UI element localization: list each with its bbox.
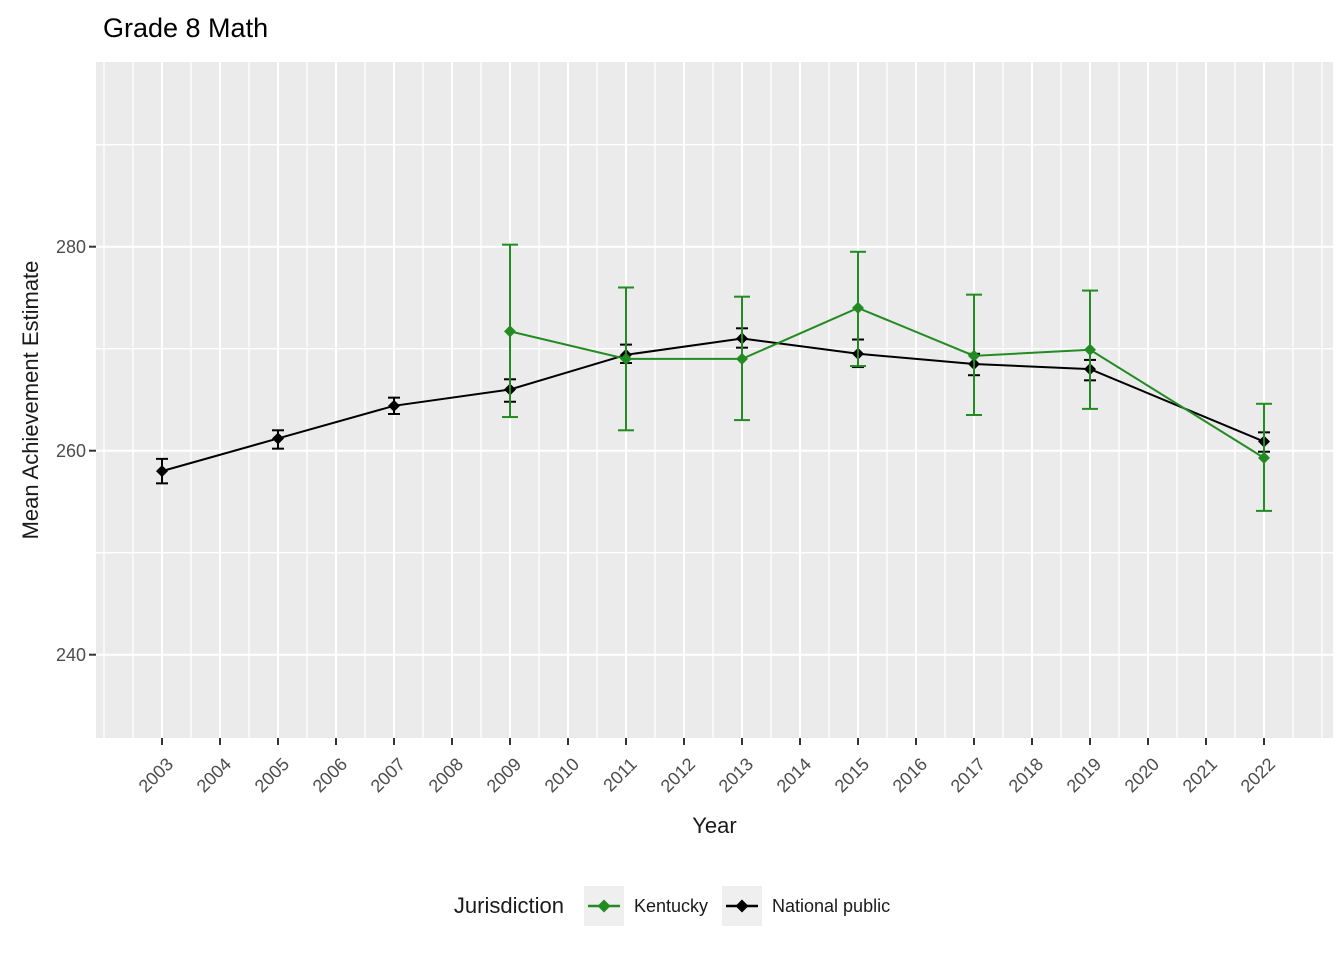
legend: Jurisdiction Kentucky National public <box>0 884 1344 928</box>
data-point-kentucky <box>852 301 864 314</box>
chart-title: Grade 8 Math <box>103 13 269 43</box>
data-point-national-public <box>272 432 284 445</box>
legend-key-point <box>735 899 749 913</box>
data-point-national-public <box>388 399 400 412</box>
y-tick-label: 280 <box>55 236 86 257</box>
y-tick-label: 260 <box>55 440 86 461</box>
data-point-kentucky <box>620 352 632 365</box>
y-axis-title: Mean Achievement Estimate <box>18 260 43 540</box>
legend-item-national-public: National public <box>722 886 890 926</box>
legend-key-point <box>597 899 611 913</box>
x-axis-title: Year <box>692 813 737 838</box>
data-point-kentucky <box>1084 343 1096 356</box>
data-point-kentucky <box>1258 451 1270 464</box>
panel-background <box>96 62 1333 738</box>
legend-key-kentucky <box>583 886 624 926</box>
legend-label-kentucky: Kentucky <box>633 895 708 916</box>
series-line-national-public <box>161 337 1265 473</box>
y-tick-label: 240 <box>55 644 86 665</box>
legend-title: Jurisdiction <box>453 893 564 918</box>
data-point-kentucky <box>968 349 980 362</box>
data-point-kentucky <box>504 325 516 338</box>
data-point-kentucky <box>736 352 748 365</box>
data-point-national-public <box>156 465 168 478</box>
legend-key-national-public <box>722 886 762 926</box>
legend-label-national-public: National public <box>772 895 891 916</box>
legend-item-kentucky: Kentucky <box>583 886 708 926</box>
